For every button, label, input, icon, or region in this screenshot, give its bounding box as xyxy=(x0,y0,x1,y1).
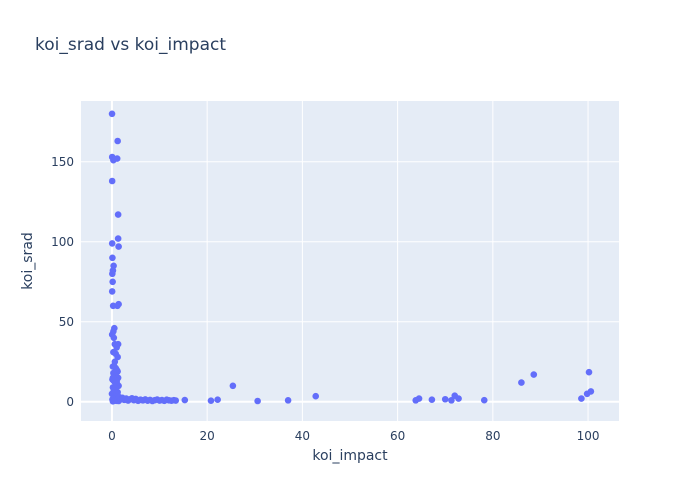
x-axis-title: koi_impact xyxy=(312,448,388,464)
y-axis-title: koi_srad xyxy=(20,232,36,290)
chart-title: koi_srad vs koi_impact xyxy=(35,35,226,55)
data-point xyxy=(181,396,189,404)
data-point xyxy=(111,384,119,391)
data-point xyxy=(110,334,118,342)
data-point xyxy=(587,388,595,395)
data-point xyxy=(108,288,116,295)
data-point xyxy=(114,211,122,218)
data-point xyxy=(109,267,117,274)
data-point xyxy=(172,397,180,404)
data-point xyxy=(214,396,221,404)
data-point xyxy=(115,300,122,308)
data-point xyxy=(113,155,121,162)
data-point xyxy=(113,344,121,351)
data-point xyxy=(415,395,423,402)
data-point xyxy=(312,392,320,400)
data-point xyxy=(441,395,449,403)
data-point xyxy=(585,368,593,376)
data-point xyxy=(229,382,237,390)
y-tick-label: 100 xyxy=(51,235,74,249)
data-point xyxy=(109,278,116,286)
y-tick-label: 150 xyxy=(51,155,74,169)
tick-labels: 0 20 40 60 80 100 0 50 100 150 xyxy=(51,155,599,443)
data-points xyxy=(108,110,595,405)
data-point xyxy=(108,110,116,118)
data-point xyxy=(114,235,122,242)
data-point xyxy=(108,177,116,185)
data-point xyxy=(455,395,462,402)
data-point xyxy=(530,371,538,378)
x-tick-label: 60 xyxy=(390,429,405,443)
data-point xyxy=(109,374,117,382)
y-tick-label: 50 xyxy=(59,315,74,329)
x-tick-label: 100 xyxy=(577,429,600,443)
data-point xyxy=(114,137,121,145)
data-point xyxy=(108,240,116,247)
x-tick-label: 0 xyxy=(108,429,116,443)
data-point xyxy=(254,397,261,405)
data-point xyxy=(448,397,455,404)
x-tick-label: 40 xyxy=(295,429,310,443)
data-point xyxy=(578,395,585,402)
x-tick-label: 20 xyxy=(200,429,215,443)
data-point xyxy=(480,396,488,404)
data-point xyxy=(428,396,436,404)
x-tick-label: 80 xyxy=(485,429,500,443)
y-tick-label: 0 xyxy=(66,395,74,409)
data-point xyxy=(114,353,121,361)
plot-area xyxy=(81,101,619,421)
data-point xyxy=(518,379,525,386)
data-point xyxy=(207,397,215,404)
data-point xyxy=(115,243,122,250)
data-point xyxy=(109,254,116,262)
data-point xyxy=(284,397,292,404)
